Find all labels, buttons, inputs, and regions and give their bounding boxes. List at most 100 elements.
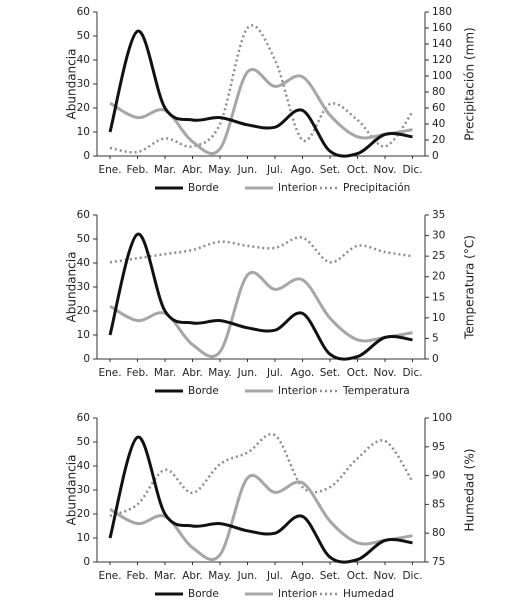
y2-tick-label: 80 bbox=[432, 527, 445, 539]
y-tick-label: 20 bbox=[77, 102, 90, 114]
y2-tick-label: 0 bbox=[432, 150, 439, 162]
x-tick-label: Set. bbox=[320, 570, 341, 582]
y2-tick-label: 35 bbox=[432, 209, 445, 221]
legend-label: Borde bbox=[188, 588, 219, 600]
x-tick-label: Feb. bbox=[127, 164, 149, 176]
x-tick-label: May. bbox=[208, 367, 232, 379]
y2-tick-label: 15 bbox=[432, 291, 445, 303]
legend-label: Borde bbox=[188, 182, 219, 194]
y2-axis-label: Precipitación (mm) bbox=[463, 27, 477, 140]
series-line bbox=[109, 474, 413, 561]
x-tick-label: Ago. bbox=[291, 367, 314, 379]
y-tick-label: 10 bbox=[77, 126, 90, 138]
x-tick-label: Nov. bbox=[373, 164, 396, 176]
legend-label: Humedad bbox=[343, 588, 394, 600]
y-axis-label: Abundancia bbox=[65, 252, 79, 323]
x-tick-label: Mar. bbox=[154, 570, 176, 582]
x-tick-label: Ago. bbox=[291, 570, 314, 582]
x-tick-label: Oct. bbox=[347, 367, 369, 379]
x-tick-label: Dic. bbox=[402, 367, 422, 379]
y2-tick-label: 80 bbox=[432, 86, 445, 98]
x-tick-label: Nov. bbox=[373, 570, 396, 582]
x-tick-label: Set. bbox=[320, 164, 341, 176]
y2-tick-label: 100 bbox=[432, 412, 452, 424]
x-tick-label: Set. bbox=[320, 367, 341, 379]
y2-tick-label: 5 bbox=[432, 332, 439, 344]
x-tick-label: Jul. bbox=[266, 570, 283, 582]
x-tick-label: Abr. bbox=[182, 367, 203, 379]
x-tick-label: Ago. bbox=[291, 164, 314, 176]
y-tick-label: 10 bbox=[77, 532, 90, 544]
x-tick-label: Mar. bbox=[154, 367, 176, 379]
y-tick-label: 20 bbox=[77, 305, 90, 317]
x-tick-label: Jul. bbox=[266, 367, 283, 379]
y2-tick-label: 100 bbox=[432, 70, 452, 82]
y-tick-label: 60 bbox=[77, 209, 90, 221]
y-tick-label: 40 bbox=[77, 54, 90, 66]
y2-tick-label: 60 bbox=[432, 102, 445, 114]
y2-tick-label: 140 bbox=[432, 38, 452, 50]
y2-tick-label: 40 bbox=[432, 118, 445, 130]
y-tick-label: 50 bbox=[77, 233, 90, 245]
y-tick-label: 0 bbox=[83, 150, 90, 162]
x-tick-label: Mar. bbox=[154, 164, 176, 176]
y-tick-label: 60 bbox=[77, 412, 90, 424]
series-line bbox=[109, 68, 413, 155]
x-tick-label: Dic. bbox=[402, 570, 422, 582]
y-tick-label: 40 bbox=[77, 460, 90, 472]
series-line bbox=[108, 232, 413, 361]
y2-tick-label: 90 bbox=[432, 470, 445, 482]
series-line bbox=[109, 432, 414, 518]
legend-label: Precipitación bbox=[343, 182, 410, 194]
y-tick-label: 0 bbox=[83, 556, 90, 568]
y2-tick-label: 30 bbox=[432, 230, 445, 242]
x-tick-label: Jun. bbox=[237, 367, 258, 379]
y-tick-label: 30 bbox=[77, 484, 90, 496]
x-tick-label: Ene. bbox=[98, 164, 121, 176]
y2-axis-label: Temperatura (°C) bbox=[463, 235, 477, 340]
y-tick-label: 60 bbox=[77, 6, 90, 18]
y2-tick-label: 180 bbox=[432, 6, 452, 18]
y2-axis-label: Humedad (%) bbox=[463, 449, 477, 532]
series-line bbox=[109, 236, 413, 264]
y-axis-label: Abundancia bbox=[65, 49, 79, 120]
x-tick-label: May. bbox=[208, 570, 232, 582]
series-line bbox=[108, 29, 413, 158]
y2-tick-label: 160 bbox=[432, 22, 452, 34]
y-tick-label: 0 bbox=[83, 353, 90, 365]
series-line bbox=[109, 271, 413, 358]
y-axis-label: Abundancia bbox=[65, 455, 79, 526]
series-line bbox=[109, 24, 414, 154]
y-tick-label: 30 bbox=[77, 78, 90, 90]
x-tick-label: May. bbox=[208, 164, 232, 176]
x-tick-label: Nov. bbox=[373, 367, 396, 379]
legend-label: Interior bbox=[278, 385, 317, 397]
y2-tick-label: 20 bbox=[432, 134, 445, 146]
y2-tick-label: 85 bbox=[432, 498, 445, 510]
x-tick-label: Ene. bbox=[98, 367, 121, 379]
x-tick-label: Ene. bbox=[98, 570, 121, 582]
y-tick-label: 20 bbox=[77, 508, 90, 520]
y-tick-label: 40 bbox=[77, 257, 90, 269]
x-tick-label: Feb. bbox=[127, 367, 149, 379]
x-tick-label: Jul. bbox=[266, 164, 283, 176]
y-tick-label: 30 bbox=[77, 281, 90, 293]
y2-tick-label: 10 bbox=[432, 312, 445, 324]
legend-label: Borde bbox=[188, 385, 219, 397]
legend-label: Interior bbox=[278, 182, 317, 194]
y-tick-label: 10 bbox=[77, 329, 90, 341]
legend-label: Interior bbox=[278, 588, 317, 600]
x-tick-label: Feb. bbox=[127, 570, 149, 582]
y-tick-label: 50 bbox=[77, 30, 90, 42]
x-tick-label: Oct. bbox=[347, 164, 369, 176]
x-tick-label: Dic. bbox=[402, 164, 422, 176]
y2-tick-label: 20 bbox=[432, 271, 445, 283]
y2-tick-label: 120 bbox=[432, 54, 452, 66]
legend-label: Temperatura bbox=[342, 385, 410, 397]
x-tick-label: Oct. bbox=[347, 570, 369, 582]
x-tick-label: Abr. bbox=[182, 570, 203, 582]
y2-tick-label: 0 bbox=[432, 353, 439, 365]
x-tick-label: Jun. bbox=[237, 164, 258, 176]
